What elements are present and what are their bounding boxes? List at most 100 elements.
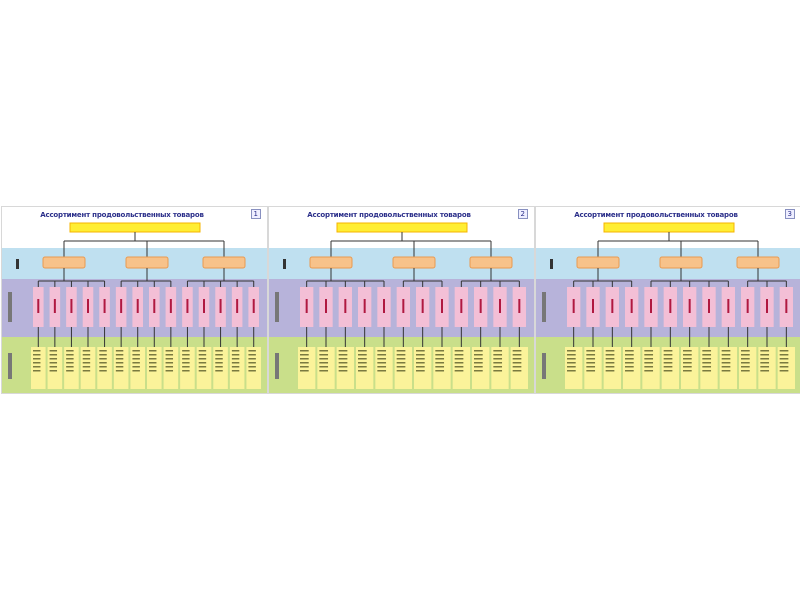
category-label [572,299,575,313]
detail-text-line [605,350,615,352]
detail-text-line [493,362,503,364]
category-label [305,299,308,313]
detail-text-line [474,366,483,368]
detail-text-line [132,354,140,356]
detail-text-line [149,354,157,356]
slide-title: Ассортимент продовольственных товаров [40,211,204,219]
detail-text-line [115,354,124,356]
detail-box [777,347,795,389]
group-box [576,256,620,269]
row-label [8,292,12,322]
detail-text-line [416,362,425,364]
slide-number: 3 [784,209,795,219]
detail-text-line [300,350,309,352]
detail-text-line [512,366,522,368]
detail-text-line [338,366,348,368]
detail-text-line [586,362,596,364]
detail-text-line [231,350,240,352]
row-label [542,353,546,379]
detail-text-line [741,370,750,372]
detail-text-line [702,354,712,356]
detail-text-line [198,362,207,364]
detail-box [623,347,641,389]
detail-text-line [396,370,406,372]
detail-text-line [512,350,522,352]
detail-text-line [702,362,712,364]
category-label [153,299,156,313]
detail-text-line [198,358,207,360]
root-box [603,222,735,233]
detail-text-line [231,358,240,360]
detail-text-line [454,354,464,356]
category-label [518,299,521,313]
category-label [766,299,768,313]
category-label [252,299,255,313]
detail-text-line [248,370,256,372]
detail-box [336,347,354,389]
detail-text-line [760,350,770,352]
detail-text-line [625,354,634,356]
detail-text-line [319,362,329,364]
detail-text-line [99,354,107,356]
detail-text-line [115,350,124,352]
detail-box [414,347,432,389]
detail-text-line [625,358,634,360]
detail-text-line [493,358,503,360]
detail-text-line [49,350,58,352]
detail-text-line [248,366,256,368]
detail-text-line [702,370,712,372]
diagram-1 [2,222,267,393]
detail-text-line [198,354,207,356]
detail-box [394,347,412,389]
group-box [202,256,246,269]
detail-text-line [377,362,387,364]
detail-text-line [760,362,770,364]
detail-text-line [33,370,41,372]
detail-text-line [644,350,654,352]
detail-text-line [165,370,174,372]
detail-text-line [474,354,483,356]
detail-text-line [760,358,770,360]
category-label [441,299,443,313]
detail-text-line [49,358,58,360]
root-box [69,222,201,233]
detail-text-line [319,354,329,356]
detail-text-line [300,370,309,372]
detail-text-line [474,370,483,372]
detail-text-line [82,366,91,368]
detail-text-line [663,370,673,372]
detail-text-line [567,350,576,352]
detail-text-line [663,354,673,356]
detail-text-line [248,362,256,364]
detail-text-line [435,366,445,368]
detail-box [97,347,112,389]
detail-text-line [49,362,58,364]
detail-text-line [721,362,731,364]
category-label [650,299,652,313]
detail-text-line [149,358,157,360]
category-label [669,299,672,313]
detail-text-line [435,350,445,352]
detail-text-line [586,354,596,356]
category-label [136,299,139,313]
category-label [727,299,730,313]
detail-text-line [644,354,654,356]
category-label [87,299,89,313]
root-box [336,222,468,233]
category-label [363,299,366,313]
detail-box [246,347,261,389]
detail-text-line [198,366,207,368]
row-label [8,353,12,379]
detail-text-line [702,366,712,368]
row-label [275,353,279,379]
category-label [460,299,463,313]
detail-text-line [132,350,140,352]
detail-text-line [377,354,387,356]
detail-text-line [625,350,634,352]
detail-text-line [605,354,615,356]
row-label [16,259,19,269]
detail-box [317,347,335,389]
detail-text-line [132,370,140,372]
group-box [125,256,169,269]
detail-text-line [396,358,406,360]
